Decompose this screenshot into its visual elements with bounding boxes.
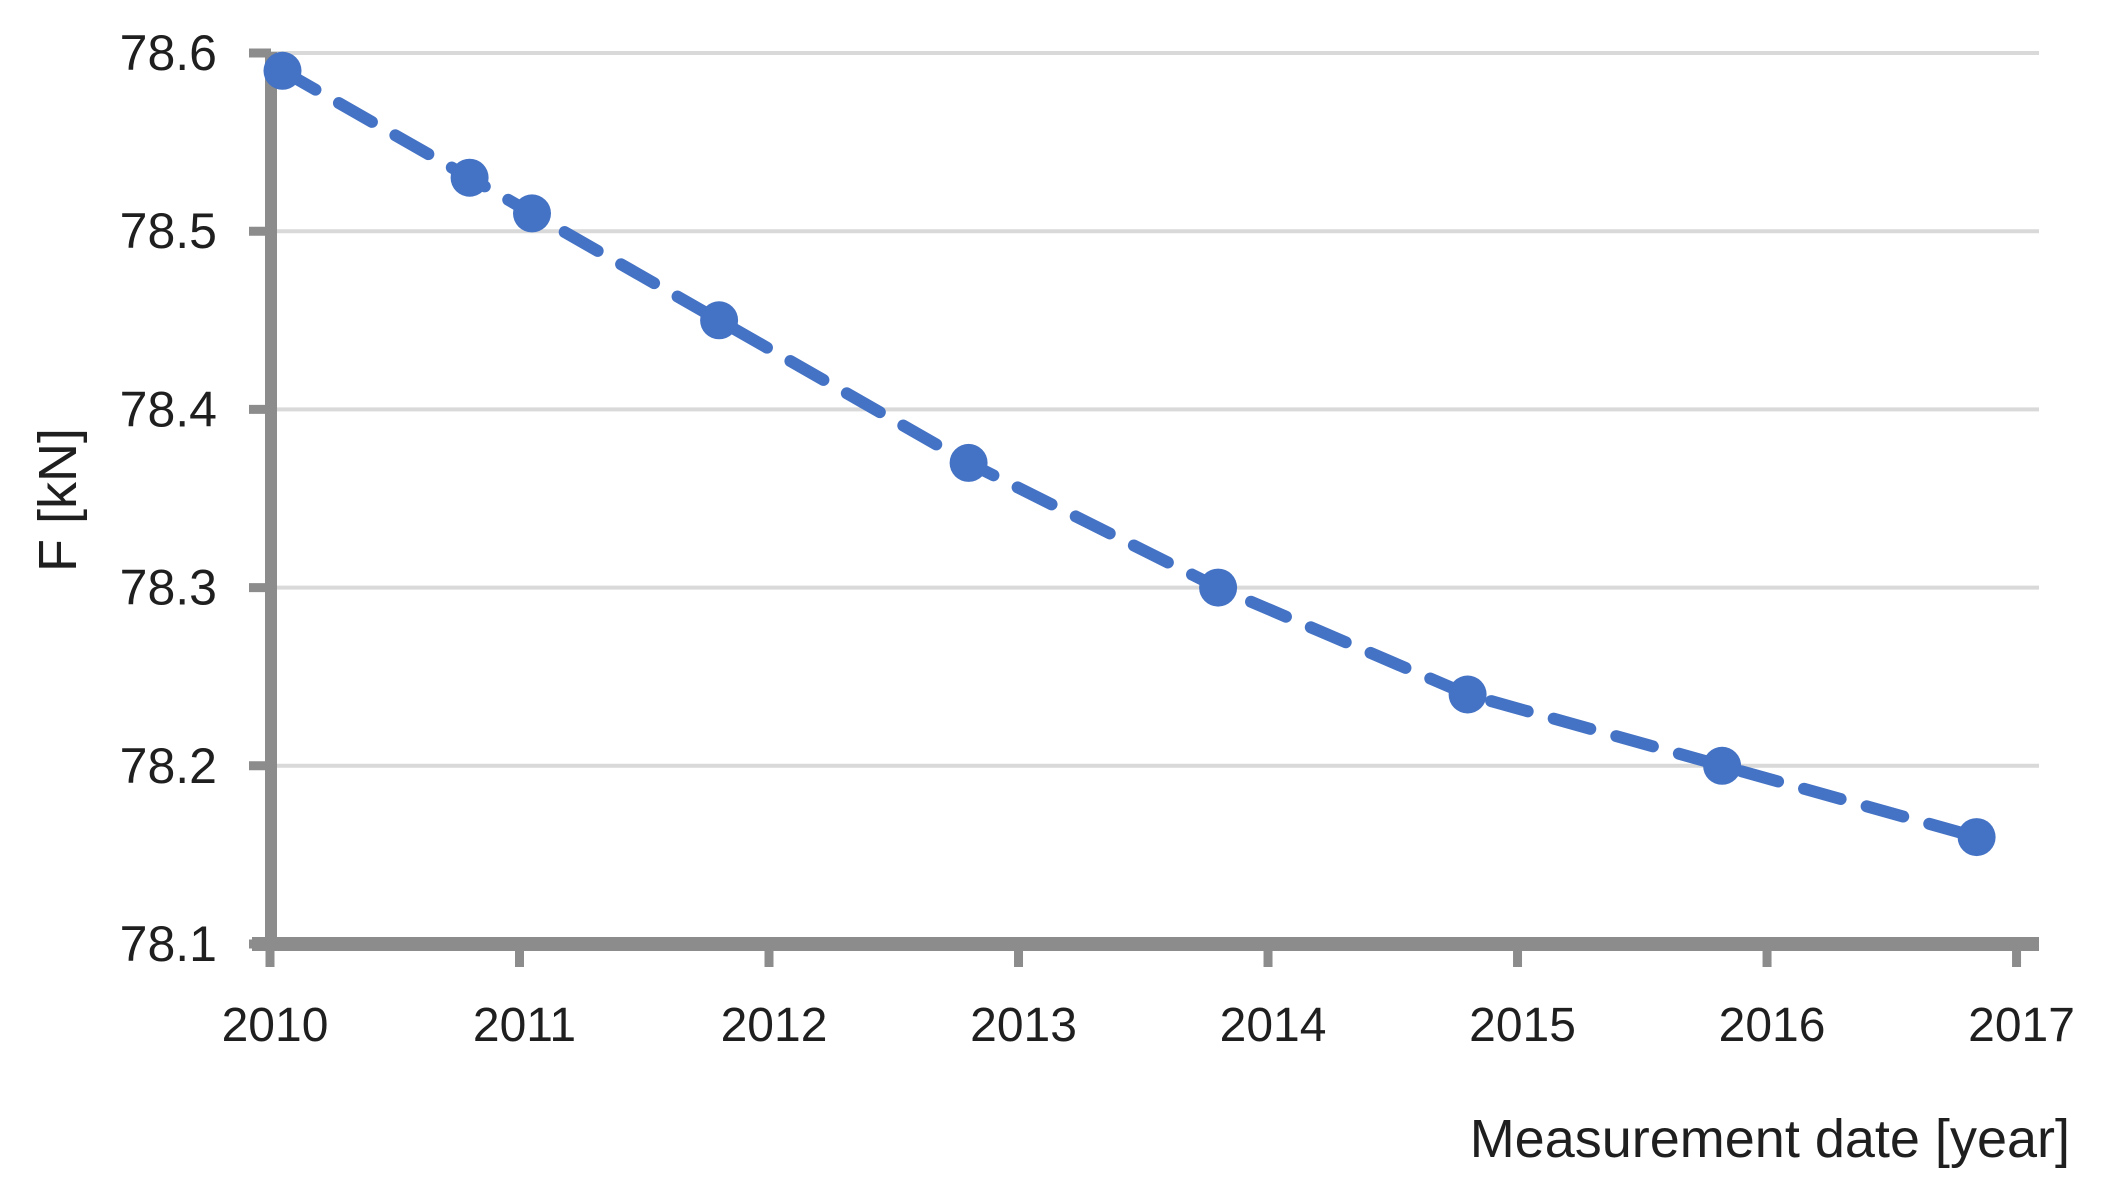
y-tick-label: 78.4 bbox=[120, 381, 217, 437]
tick-marks bbox=[249, 48, 2022, 967]
y-axis-title: F [kN] bbox=[28, 428, 88, 572]
y-tick-label: 78.2 bbox=[120, 738, 217, 794]
x-tick-label: 2012 bbox=[721, 999, 828, 1052]
data-point bbox=[949, 443, 988, 482]
data-point bbox=[263, 51, 302, 90]
y-tick-label: 78.3 bbox=[120, 560, 217, 616]
x-axis-title: Measurement date [year] bbox=[1469, 1109, 2070, 1169]
y-tick-label: 78.1 bbox=[120, 916, 217, 972]
data-point bbox=[1199, 568, 1238, 607]
x-tick-label: 2016 bbox=[1719, 999, 1826, 1052]
axes bbox=[252, 52, 2039, 951]
x-tick-label: 2011 bbox=[473, 999, 576, 1052]
x-tick-label: 2010 bbox=[222, 999, 329, 1052]
x-tick-label: 2015 bbox=[1469, 999, 1576, 1052]
tick-labels: 78.1 78.2 78.3 78.4 78.5 78.6 2010 2011 2012 2013… bbox=[120, 25, 2075, 1052]
data-series bbox=[263, 51, 1996, 857]
y-tick-label: 78.6 bbox=[120, 25, 217, 81]
y-tick-label: 78.5 bbox=[120, 203, 217, 259]
x-tick-label: 2014 bbox=[1220, 999, 1327, 1052]
x-tick-label: 2017 bbox=[1968, 999, 2075, 1052]
data-point bbox=[1957, 818, 1996, 857]
x-tick-label: 2013 bbox=[970, 999, 1077, 1052]
data-point bbox=[1448, 675, 1487, 714]
series-line bbox=[276, 64, 1983, 844]
data-point bbox=[1703, 746, 1742, 785]
data-point bbox=[700, 301, 739, 340]
data-point bbox=[513, 194, 551, 233]
data-point bbox=[450, 158, 489, 197]
gridlines bbox=[270, 51, 2039, 768]
